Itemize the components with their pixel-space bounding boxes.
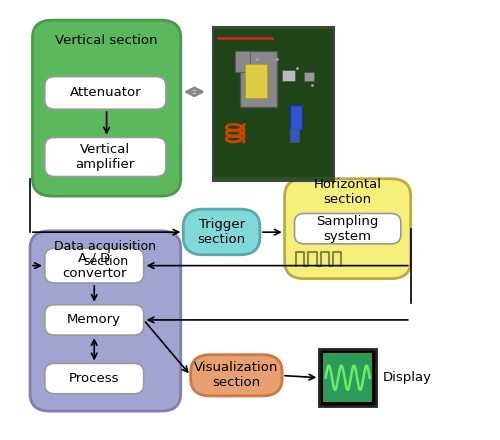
FancyBboxPatch shape (290, 106, 302, 130)
FancyBboxPatch shape (284, 179, 410, 279)
Bar (245, 64, 268, 99)
FancyBboxPatch shape (294, 213, 401, 244)
Text: Memory: Memory (67, 313, 121, 326)
FancyBboxPatch shape (190, 355, 282, 396)
FancyBboxPatch shape (45, 77, 166, 109)
Text: Sampling
system: Sampling system (316, 215, 379, 243)
Text: Data acquisition
section: Data acquisition section (54, 240, 156, 268)
Text: Vertical section: Vertical section (56, 34, 158, 47)
Bar (240, 51, 277, 107)
FancyBboxPatch shape (30, 231, 181, 411)
Text: Vertical
amplifier: Vertical amplifier (76, 143, 135, 171)
Text: Visualization
section: Visualization section (194, 361, 278, 389)
FancyBboxPatch shape (45, 305, 144, 335)
Text: A / D
convertor: A / D convertor (62, 252, 126, 279)
Bar (319, 349, 376, 406)
Bar (290, 129, 300, 142)
FancyBboxPatch shape (32, 20, 181, 196)
FancyBboxPatch shape (45, 137, 166, 176)
Bar (323, 353, 372, 403)
Bar (213, 27, 334, 181)
Bar (235, 51, 250, 72)
FancyBboxPatch shape (183, 209, 260, 255)
Text: Attenuator: Attenuator (70, 86, 141, 99)
Bar (304, 72, 314, 81)
Text: Display: Display (382, 371, 432, 384)
FancyBboxPatch shape (45, 363, 144, 394)
FancyBboxPatch shape (45, 248, 144, 283)
Text: Horizontal
section: Horizontal section (314, 178, 382, 206)
Bar (214, 29, 332, 176)
Text: Trigger
section: Trigger section (198, 218, 246, 246)
Bar (282, 70, 294, 81)
Text: Process: Process (69, 372, 119, 385)
